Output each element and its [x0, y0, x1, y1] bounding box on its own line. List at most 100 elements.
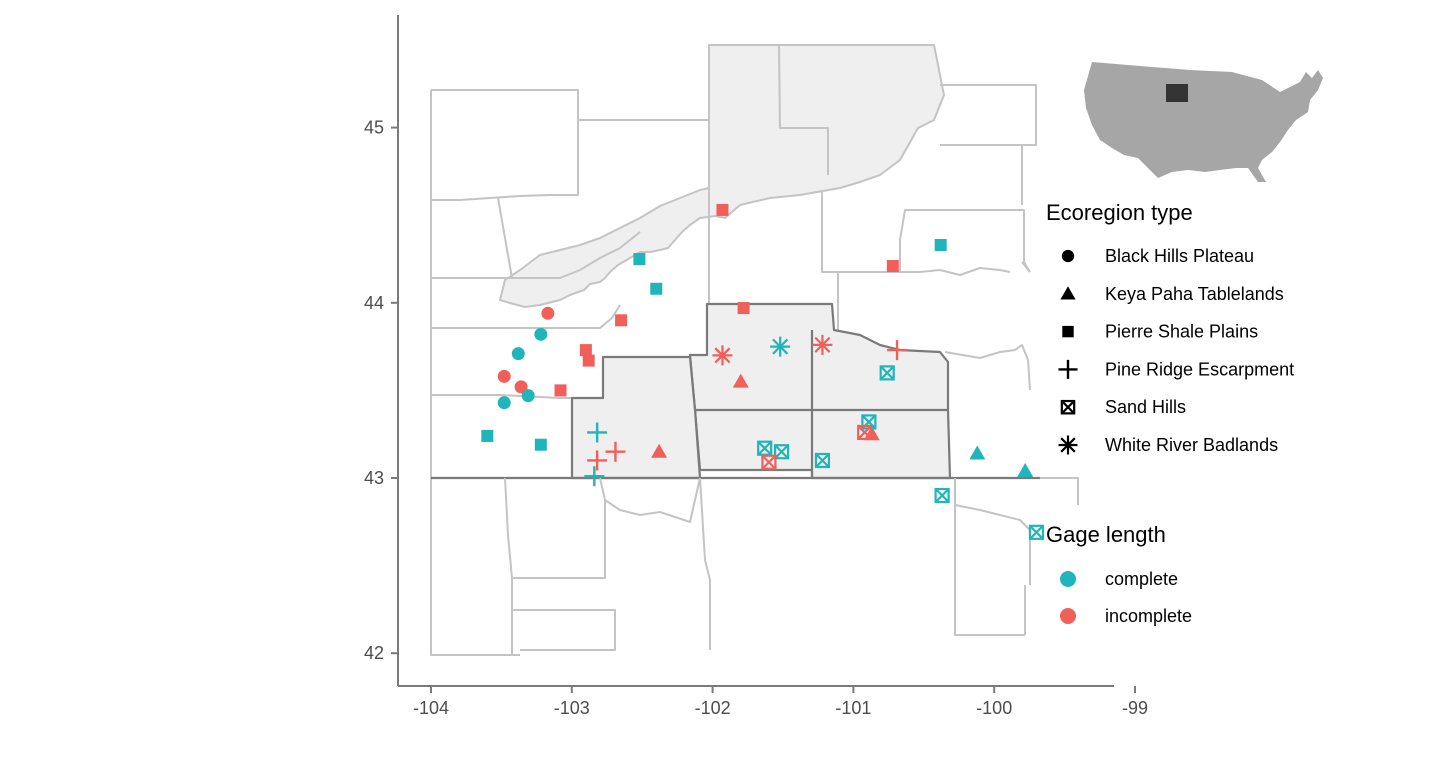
legend-label: Pierre Shale Plains	[1105, 322, 1258, 342]
gage-point-square	[934, 238, 947, 251]
legend-key-square	[1062, 325, 1074, 338]
legend-label: Keya Paha Tablelands	[1105, 284, 1284, 304]
gage-point-triangle	[1017, 462, 1034, 477]
gage-point-square	[650, 282, 663, 295]
x-tick-label: -103	[554, 698, 590, 718]
county-line	[954, 478, 1031, 585]
gage-points	[481, 203, 1045, 540]
gage-point-square	[716, 203, 729, 216]
gage-point-triangle	[969, 445, 986, 460]
gage-point-square	[633, 253, 646, 265]
gage-point-boxx	[761, 454, 777, 470]
gage-point-square	[481, 429, 494, 442]
gage-point-boxx	[814, 452, 831, 469]
y-tick-label: 43	[364, 468, 384, 488]
county-line	[1021, 261, 1031, 273]
legend-label: Pine Ridge Escarpment	[1105, 359, 1294, 379]
y-axis-ticks: 42 43 44 45	[364, 118, 398, 663]
county-line	[504, 477, 513, 655]
gage-point-square	[615, 314, 628, 327]
county-line	[431, 304, 621, 329]
county-line	[1040, 477, 1079, 505]
county-line	[900, 267, 1011, 276]
legend-key-incomplete	[1060, 608, 1076, 624]
county-line	[699, 477, 711, 650]
gage-point-boxx	[879, 365, 895, 381]
legend-label: White River Badlands	[1105, 435, 1278, 455]
legend-key-complete	[1060, 571, 1076, 587]
county-line	[954, 505, 1025, 636]
gage-point-boxx	[934, 487, 950, 504]
legend-gage-items: complete incomplete	[1060, 569, 1192, 626]
gage-point-asterisk	[812, 334, 833, 355]
legend-gage-title: Gage length	[1046, 522, 1166, 547]
gage-point-triangle	[732, 373, 749, 388]
county-line	[940, 84, 1037, 205]
gage-point-plus	[587, 450, 608, 471]
gage-point-asterisk	[712, 345, 733, 366]
gage-point-boxx	[857, 424, 873, 441]
gage-point-circle	[541, 306, 555, 320]
gage-point-circle	[497, 369, 511, 383]
legend-label: complete	[1105, 569, 1178, 589]
y-tick-label: 42	[364, 643, 384, 663]
gage-point-circle	[511, 347, 525, 361]
inset-us-map	[1084, 62, 1323, 182]
x-tick-label: -99	[1122, 698, 1148, 718]
plot-axes: -104 -103 -102 -101 -100 -99 42 43 44 45	[364, 15, 1148, 718]
gage-point-plus	[605, 441, 626, 462]
gage-point-circle	[514, 380, 528, 394]
legend-key-asterisk	[1058, 435, 1078, 455]
gage-point-square	[554, 384, 567, 397]
legend-gage-length: Gage length complete incomplete	[1046, 522, 1192, 626]
x-tick-label: -101	[835, 698, 871, 718]
county-line	[944, 344, 1031, 391]
x-tick-label: -100	[976, 698, 1012, 718]
gage-point-square	[582, 354, 595, 367]
gage-point-circle	[497, 396, 511, 410]
shaded-county-central	[688, 302, 952, 480]
legend-key-plus	[1058, 359, 1078, 379]
gage-point-circle	[534, 327, 548, 341]
county-line	[431, 197, 513, 279]
legend-key-triangle	[1060, 286, 1076, 300]
county-line	[512, 609, 616, 651]
gage-point-boxx	[773, 444, 790, 460]
county-line	[821, 190, 1031, 273]
gage-point-square	[737, 302, 750, 315]
gage-point-plus	[587, 422, 608, 443]
gage-point-square	[579, 344, 592, 357]
shaded-county-north	[499, 44, 945, 308]
county-line	[430, 90, 520, 656]
county-line	[604, 477, 701, 523]
gage-point-plus	[887, 340, 908, 361]
county-line	[431, 89, 579, 201]
x-tick-label: -102	[695, 698, 731, 718]
county-line	[778, 44, 829, 175]
legend-key-circle	[1061, 249, 1075, 263]
legend-ecoregion-items: Black Hills Plateau Keya Paha Tablelands P…	[1058, 246, 1294, 455]
gage-point-square	[534, 438, 547, 451]
gage-point-plus	[584, 466, 605, 487]
county-line	[512, 231, 641, 279]
gage-point-triangle	[651, 443, 668, 458]
county-line	[512, 477, 606, 579]
legend-ecoregion-title: Ecoregion type	[1046, 200, 1193, 225]
gage-point-boxx	[1028, 524, 1045, 540]
county-basemap	[430, 44, 1079, 656]
legend-ecoregion: Ecoregion type Black Hills Plateau Keya P…	[1046, 200, 1294, 455]
gage-point-circle	[521, 389, 535, 403]
gage-point-square	[886, 260, 899, 273]
x-tick-label: -104	[413, 698, 449, 718]
y-tick-label: 44	[364, 293, 384, 313]
y-tick-label: 45	[364, 118, 384, 138]
inset-us-shape	[1084, 62, 1323, 182]
inset-highlight-box	[1166, 84, 1188, 102]
x-axis-ticks: -104 -103 -102 -101 -100 -99	[413, 686, 1148, 718]
gage-point-asterisk	[770, 336, 791, 357]
legend-label: incomplete	[1105, 606, 1192, 626]
legend-label: Sand Hills	[1105, 397, 1186, 417]
legend-key-boxx	[1060, 399, 1076, 415]
legend-label: Black Hills Plateau	[1105, 246, 1254, 266]
